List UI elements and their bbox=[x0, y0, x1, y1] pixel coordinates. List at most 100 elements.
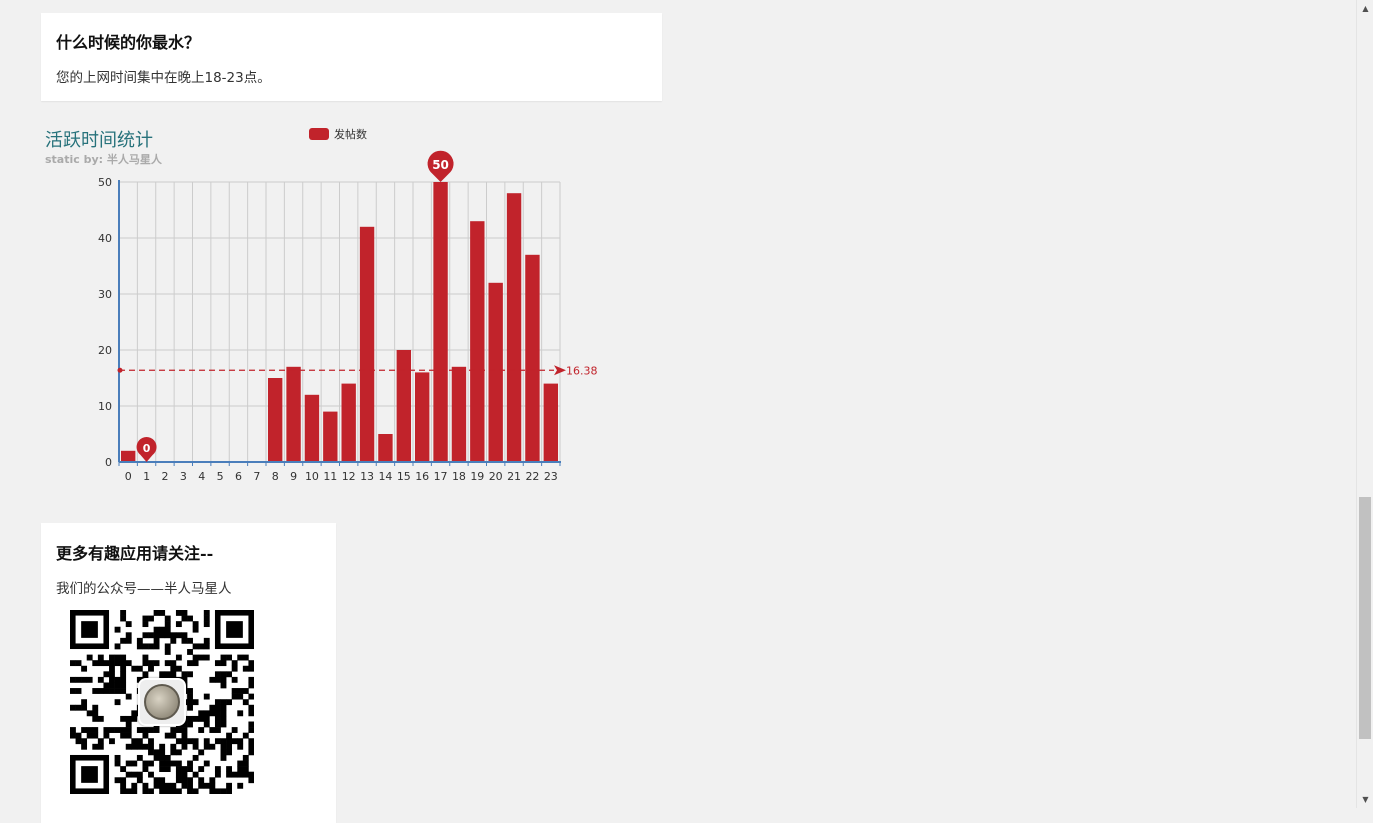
qr-module bbox=[226, 699, 232, 706]
qr-module bbox=[231, 665, 238, 672]
qr-module bbox=[187, 777, 193, 784]
qr-module bbox=[164, 643, 171, 650]
scroll-thumb[interactable] bbox=[1359, 497, 1371, 739]
qr-module bbox=[97, 715, 104, 722]
qr-module bbox=[75, 688, 82, 694]
qr-module bbox=[164, 782, 171, 789]
qr-module bbox=[109, 682, 115, 689]
follow-text: 我们的公众号——半人马星人 bbox=[56, 581, 232, 597]
qr-module bbox=[214, 766, 221, 772]
qr-module bbox=[70, 660, 76, 667]
x-tick-label: 7 bbox=[253, 470, 260, 483]
qr-module bbox=[142, 643, 149, 650]
qr-module bbox=[114, 682, 121, 689]
qr-module bbox=[153, 777, 160, 784]
qr-module bbox=[142, 654, 149, 661]
qr-module bbox=[237, 688, 244, 694]
qr-module bbox=[198, 766, 205, 772]
qr-module bbox=[170, 632, 177, 639]
qr-module bbox=[175, 632, 182, 639]
qr-module bbox=[125, 743, 132, 750]
legend-label: 发帖数 bbox=[334, 127, 367, 141]
bar-21 bbox=[506, 193, 522, 462]
qr-module bbox=[192, 738, 199, 745]
qr-module bbox=[181, 637, 188, 644]
x-tick-label: 13 bbox=[360, 470, 374, 483]
qr-module bbox=[164, 671, 171, 678]
scroll-down-arrow-icon[interactable]: ▼ bbox=[1362, 795, 1369, 804]
qr-module bbox=[170, 727, 177, 733]
qr-module bbox=[164, 788, 171, 795]
qr-module bbox=[142, 660, 149, 667]
qr-module bbox=[125, 660, 132, 667]
qr-module bbox=[120, 777, 127, 784]
qr-module bbox=[131, 782, 138, 789]
qr-module bbox=[109, 671, 115, 678]
qr-module bbox=[170, 637, 177, 644]
qr-module bbox=[187, 637, 193, 644]
qr-module bbox=[198, 749, 205, 756]
qr-module bbox=[70, 732, 76, 739]
scroll-up-arrow-icon[interactable]: ▲ bbox=[1362, 4, 1369, 13]
bar-11 bbox=[323, 411, 338, 462]
qr-module bbox=[248, 665, 255, 672]
qr-module bbox=[242, 732, 249, 739]
qr-module bbox=[248, 721, 255, 728]
x-tick-label: 15 bbox=[397, 470, 411, 483]
chart-legend[interactable]: 发帖数 bbox=[309, 127, 367, 141]
qr-module bbox=[214, 771, 221, 778]
qr-module bbox=[170, 665, 177, 672]
qr-module bbox=[175, 610, 182, 616]
qr-module bbox=[103, 671, 110, 678]
qr-module bbox=[153, 782, 160, 789]
x-tick-label: 2 bbox=[161, 470, 168, 483]
x-tick-label: 8 bbox=[272, 470, 279, 483]
qr-module bbox=[220, 715, 227, 722]
qr-module bbox=[103, 732, 110, 739]
qr-module bbox=[164, 732, 171, 739]
qr-module bbox=[220, 682, 227, 689]
qr-module bbox=[70, 676, 76, 683]
qr-module bbox=[187, 704, 193, 711]
qr-module bbox=[181, 721, 188, 728]
qr-module bbox=[187, 721, 193, 728]
x-tick-label: 23 bbox=[544, 470, 558, 483]
qr-module bbox=[170, 788, 177, 795]
qr-module bbox=[148, 749, 154, 756]
qr-module bbox=[237, 782, 244, 789]
qr-module bbox=[125, 637, 132, 644]
qr-module bbox=[187, 615, 193, 622]
qr-module bbox=[109, 660, 115, 667]
bar-10 bbox=[304, 394, 320, 462]
x-tick-label: 14 bbox=[378, 470, 392, 483]
qr-module bbox=[125, 632, 132, 639]
qr-module bbox=[125, 721, 132, 728]
qr-code-icon bbox=[70, 610, 255, 795]
qr-module bbox=[131, 760, 138, 767]
qr-module bbox=[153, 749, 160, 756]
qr-module bbox=[192, 643, 199, 650]
qr-module bbox=[198, 643, 205, 650]
qr-module bbox=[175, 788, 182, 795]
qr-module bbox=[198, 782, 205, 789]
mark-pin-50 bbox=[427, 150, 454, 182]
vertical-scrollbar[interactable]: ▲ ▼ bbox=[1356, 0, 1373, 808]
qr-module bbox=[131, 771, 138, 778]
qr-module bbox=[164, 621, 171, 628]
qr-module bbox=[170, 749, 177, 756]
qr-module bbox=[226, 749, 232, 756]
qr-module bbox=[242, 688, 249, 694]
qr-module bbox=[242, 754, 249, 761]
bar-14 bbox=[378, 434, 393, 462]
y-tick-label: 0 bbox=[105, 456, 112, 469]
qr-module bbox=[75, 732, 82, 739]
qr-module bbox=[164, 660, 171, 667]
follow-title: 更多有趣应用请关注-- bbox=[56, 544, 214, 563]
qr-module bbox=[159, 610, 166, 616]
qr-module bbox=[131, 743, 138, 750]
bar-9 bbox=[286, 366, 301, 462]
qr-module bbox=[187, 760, 193, 767]
qr-module bbox=[187, 788, 193, 795]
x-tick-label: 19 bbox=[470, 470, 484, 483]
qr-module bbox=[164, 766, 171, 772]
